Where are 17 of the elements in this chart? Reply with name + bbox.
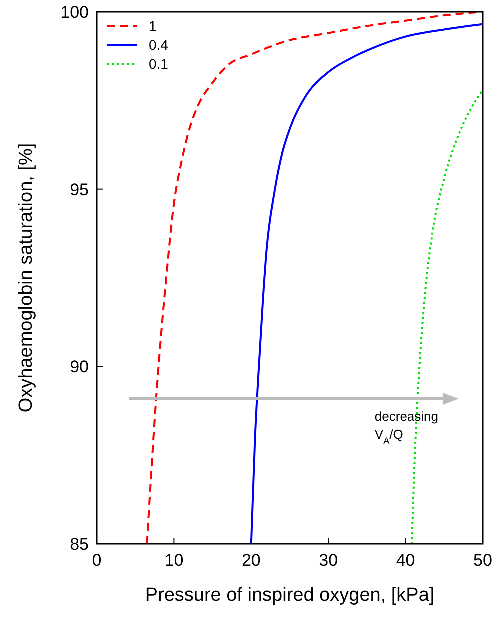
x-tick-label: 30 <box>319 551 338 570</box>
x-axis-title: Pressure of inspired oxygen, [kPa] <box>145 585 435 606</box>
legend-label: 0.4 <box>149 37 169 53</box>
x-tick-label: 50 <box>474 551 492 570</box>
y-axis-title: Oxyhaemoglobin saturation, [%] <box>16 143 37 413</box>
x-tick-label: 0 <box>92 551 102 570</box>
x-tick-label: 10 <box>164 551 184 570</box>
legend-label: 0.1 <box>149 56 169 72</box>
y-tick-label: 85 <box>70 535 89 554</box>
y-tick-label: 95 <box>70 180 89 200</box>
legend-label: 1 <box>149 18 157 34</box>
line-series <box>250 23 483 544</box>
y-tick-label: 90 <box>70 358 89 377</box>
y-tick-label: 100 <box>60 3 89 22</box>
x-tick-label: 40 <box>396 551 416 570</box>
annotation: decreasing V$_{A}$/Q <box>374 408 439 446</box>
x-tick-label: 20 <box>242 551 261 570</box>
